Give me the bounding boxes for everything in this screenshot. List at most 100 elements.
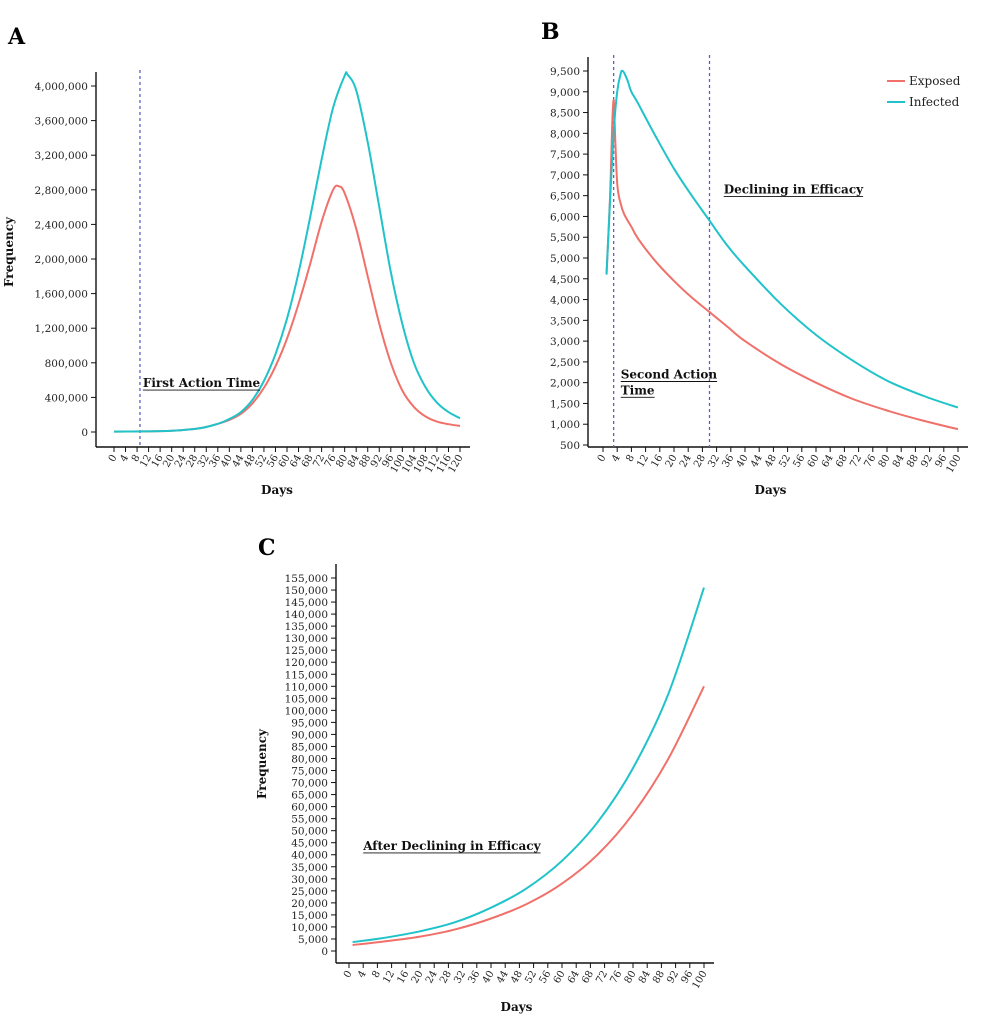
annotation-label: After Declining in Efficacy: [362, 839, 541, 853]
y-tick-label: 135,000: [285, 621, 328, 633]
panel-b-chart: 500 1,000 1,500 2,000 2,500 3,000 3,500 4,000 4,…: [550, 55, 968, 497]
y-tick-label: 2,000: [550, 378, 580, 390]
y-tick-label: 8,000: [550, 128, 580, 140]
y-tick-label: 150,000: [285, 585, 328, 597]
panel-a-chart: 0 400,000 800,000 1,200,000 1,600,000 2,000,0…: [2, 70, 470, 497]
y-tick-label: 60,000: [291, 802, 328, 814]
x-axis-title: Days: [755, 483, 787, 497]
x-tick-label: 4: [118, 453, 131, 464]
x-tick-label: 24: [678, 453, 694, 470]
y-tick-label: 4,000,000: [35, 81, 88, 93]
annotation-label: Declining in Efficacy: [724, 183, 864, 197]
x-tick-label: 72: [594, 969, 610, 986]
infected-series-line: [605, 69, 959, 409]
x-tick-label: 28: [692, 453, 708, 470]
y-tick-label: 3,500: [550, 315, 580, 327]
x-tick-label: 12: [381, 969, 397, 986]
x-tick-label: 4: [356, 969, 369, 980]
y-tick-label: 1,600,000: [35, 289, 88, 301]
x-tick-label: 8: [130, 453, 143, 464]
x-tick-label: 60: [552, 969, 568, 986]
y-tick-label: 1,500: [550, 398, 580, 410]
x-tick-label: 68: [834, 453, 850, 470]
exposed-series-line: [113, 184, 461, 433]
y-tick-label: 0: [321, 946, 328, 958]
x-tick-label: 40: [735, 453, 751, 470]
y-tick-label: 2,800,000: [35, 185, 88, 197]
x-tick-label: 60: [806, 453, 822, 470]
x-tick-label: 64: [566, 969, 582, 986]
x-tick-label: 56: [792, 453, 808, 470]
x-tick-label: 44: [495, 969, 511, 986]
infected-series-line: [113, 71, 461, 433]
y-tick-label: 110,000: [285, 681, 328, 693]
x-tick-label: 84: [891, 453, 907, 470]
x-tick-label: 8: [370, 969, 383, 980]
panel-b-letter: B: [541, 19, 560, 45]
x-tick-label: 8: [624, 453, 637, 464]
x-tick-label: 16: [396, 969, 412, 986]
y-tick-label: 2,500: [550, 357, 580, 369]
y-tick-label: 2,400,000: [35, 219, 88, 231]
x-tick-label: 32: [452, 969, 468, 986]
y-tick-label: 115,000: [285, 669, 328, 681]
y-tick-label: 130,000: [285, 633, 328, 645]
x-tick-label: 72: [848, 453, 864, 470]
x-tick-label: 52: [777, 453, 793, 470]
x-tick-label: 68: [580, 969, 596, 986]
x-tick-label: 20: [410, 969, 426, 986]
y-tick-label: 55,000: [291, 814, 328, 826]
x-tick-label: 52: [523, 969, 539, 986]
legend-label-exposed: Exposed: [909, 74, 961, 88]
y-tick-label: 85,000: [291, 741, 328, 753]
x-axis-title: Days: [501, 1000, 533, 1014]
x-tick-label: 48: [509, 969, 525, 986]
x-tick-label: 0: [596, 453, 609, 464]
y-tick-label: 400,000: [45, 392, 88, 404]
y-tick-label: 10,000: [291, 922, 328, 934]
y-tick-label: 4,000: [550, 295, 580, 307]
y-tick-label: 75,000: [291, 766, 328, 778]
y-tick-label: 7,500: [550, 149, 580, 161]
y-tick-label: 80,000: [291, 753, 328, 765]
x-tick-label: 20: [664, 453, 680, 470]
y-tick-label: 1,200,000: [35, 323, 88, 335]
y-tick-label: 15,000: [291, 910, 328, 922]
y-tick-label: 40,000: [291, 850, 328, 862]
y-tick-label: 2,000,000: [35, 254, 88, 266]
y-tick-label: 8,500: [550, 108, 580, 120]
y-tick-label: 25,000: [291, 886, 328, 898]
y-tick-label: 5,000: [298, 934, 328, 946]
panel-a-letter: A: [7, 24, 26, 50]
x-tick-label: 0: [342, 969, 355, 980]
y-tick-label: 100,000: [285, 705, 328, 717]
y-tick-label: 95,000: [291, 717, 328, 729]
y-tick-label: 4,500: [550, 274, 580, 286]
y-tick-label: 3,200,000: [35, 150, 88, 162]
x-tick-label: 40: [481, 969, 497, 986]
y-tick-label: 35,000: [291, 862, 328, 874]
y-tick-label: 7,000: [550, 170, 580, 182]
y-tick-label: 5,500: [550, 232, 580, 244]
y-tick-label: 145,000: [285, 597, 328, 609]
x-tick-label: 92: [919, 453, 935, 470]
exposed-series-line: [605, 98, 959, 431]
y-tick-label: 50,000: [291, 826, 328, 838]
y-tick-label: 6,500: [550, 191, 580, 203]
x-tick-label: 92: [665, 969, 681, 986]
panel-c-letter: C: [258, 535, 276, 561]
x-tick-label: 44: [749, 453, 765, 470]
y-tick-label: 5,000: [550, 253, 580, 265]
x-tick-label: 28: [438, 969, 454, 986]
exposed-series-line: [352, 685, 705, 946]
y-tick-label: 9,000: [550, 87, 580, 99]
annotation-label: First Action Time: [143, 376, 261, 390]
y-tick-label: 1,000: [550, 419, 580, 431]
y-tick-label: 140,000: [285, 609, 328, 621]
x-tick-label: 100: [945, 453, 964, 475]
y-tick-label: 70,000: [291, 778, 328, 790]
x-tick-label: 88: [905, 453, 921, 470]
panel-c-chart: 05,00010,00015,00020,00025,00030,00035,0…: [255, 564, 714, 1014]
y-tick-label: 120,000: [285, 657, 328, 669]
